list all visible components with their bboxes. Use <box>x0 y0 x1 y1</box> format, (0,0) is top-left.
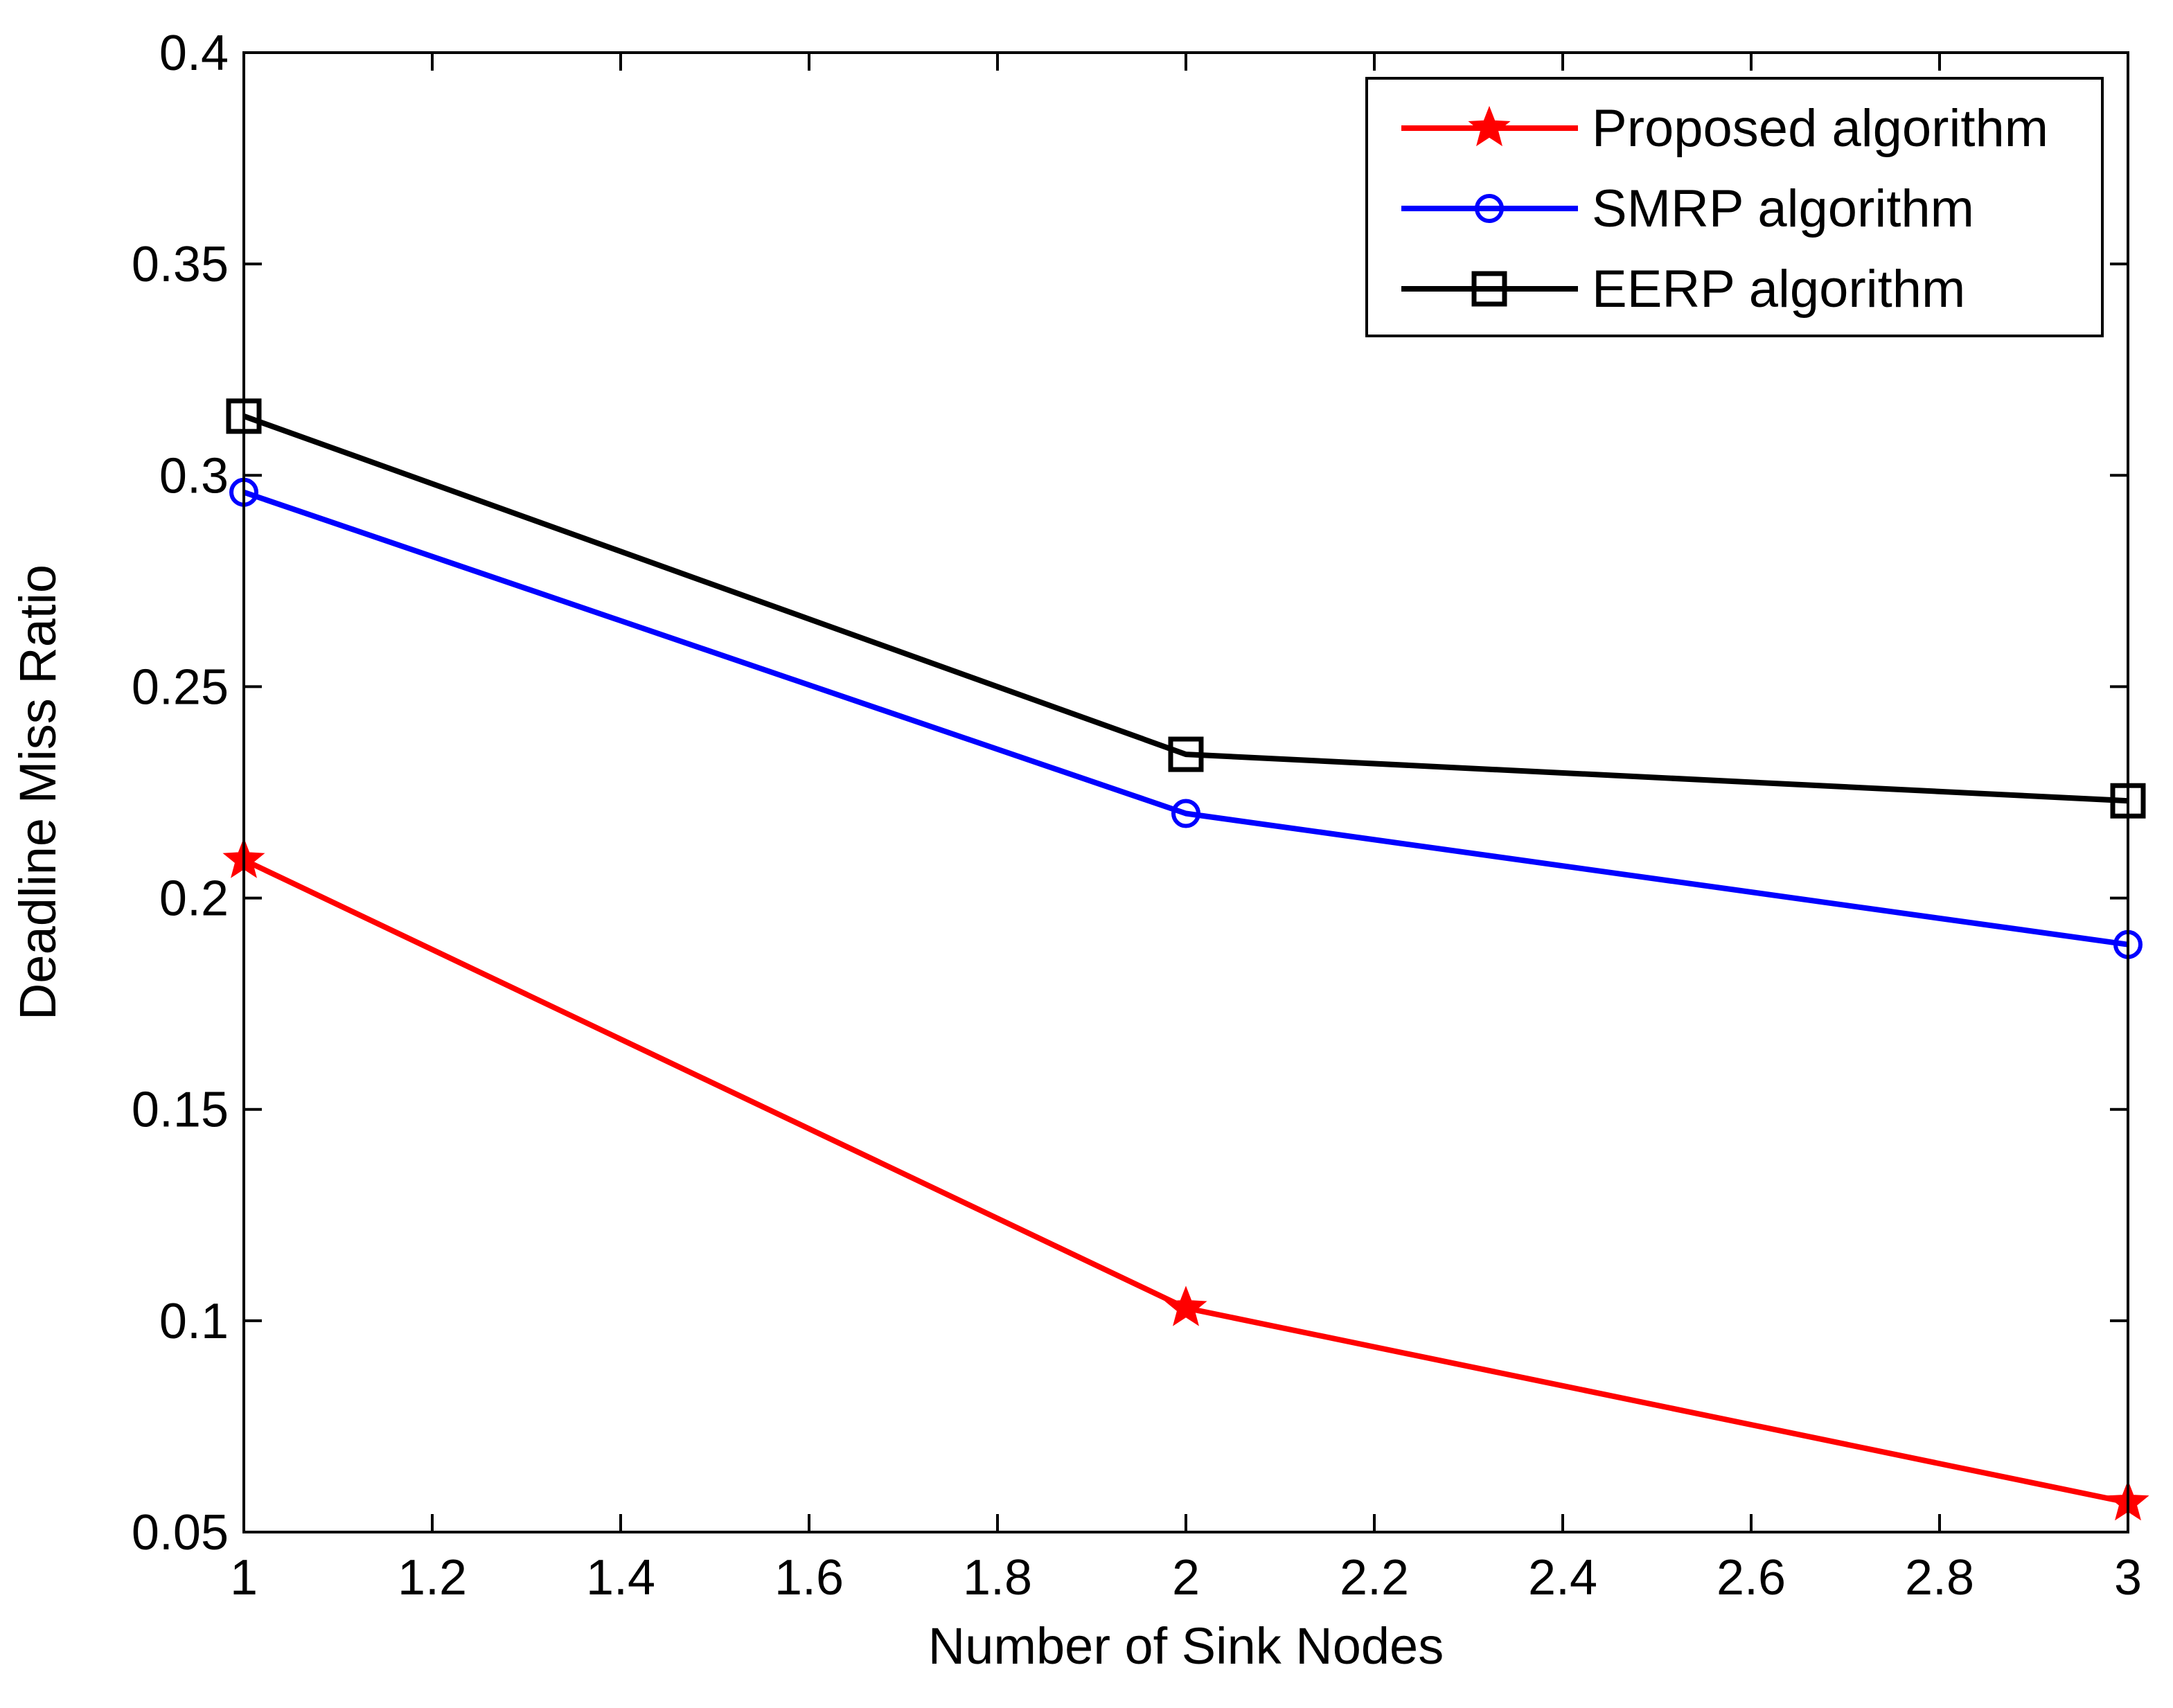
series-line-1 <box>242 489 2129 948</box>
y-tick-label: 0.3 <box>159 448 229 504</box>
x-axis-title: Number of Sink Nodes <box>928 1617 1444 1675</box>
data-point-0-1 <box>1164 1286 1207 1326</box>
legend: Proposed algorithm SMRP algorithm EERP alg… <box>1365 77 2104 337</box>
x-tick-label: 2.8 <box>1905 1550 1974 1605</box>
y-tick-label: 0.1 <box>159 1294 229 1349</box>
legend-marker <box>1475 194 1504 223</box>
x-tick-label: 2 <box>1172 1550 1200 1605</box>
y-axis-title: Deadline Miss Ratio <box>9 564 66 1020</box>
y-tick-label: 0.4 <box>159 26 229 81</box>
axis-tick-labels: 1 1.2 1.4 1.6 1.8 2 2.2 2.4 2.6 2.8 3 0.05 0.1 0.15 0.… <box>132 26 2142 1605</box>
x-tick-label: 3 <box>2114 1550 2142 1605</box>
legend-marker <box>1468 105 1511 147</box>
x-tick-label: 1.8 <box>963 1550 1032 1605</box>
x-tick-label: 1.6 <box>774 1550 844 1605</box>
legend-marker <box>1471 271 1507 307</box>
x-tick-label: 2.6 <box>1717 1550 1786 1605</box>
x-tick-label: 1 <box>230 1550 258 1605</box>
y-tick-label: 0.2 <box>159 871 229 927</box>
legend-entries: Proposed algorithm SMRP algorithm EERP alg… <box>1401 99 2048 319</box>
x-tick-label: 2.2 <box>1340 1550 1409 1605</box>
data-point-1-1 <box>1171 799 1200 828</box>
x-tick-label: 2.4 <box>1528 1550 1597 1605</box>
axis-ticks <box>242 51 2129 1533</box>
data-point-2-1 <box>1168 736 1204 772</box>
legend-label: Proposed algorithm <box>1592 99 2048 158</box>
legend-label: EERP algorithm <box>1592 260 1965 319</box>
y-tick-label: 0.25 <box>132 659 229 715</box>
x-tick-label: 1.4 <box>586 1550 655 1605</box>
series-line-2 <box>242 413 2129 804</box>
y-tick-label: 0.35 <box>132 237 229 292</box>
x-tick-label: 1.2 <box>398 1550 467 1605</box>
y-tick-label: 0.15 <box>132 1083 229 1138</box>
y-tick-label: 0.05 <box>132 1505 229 1560</box>
legend-label: SMRP algorithm <box>1592 179 1974 238</box>
